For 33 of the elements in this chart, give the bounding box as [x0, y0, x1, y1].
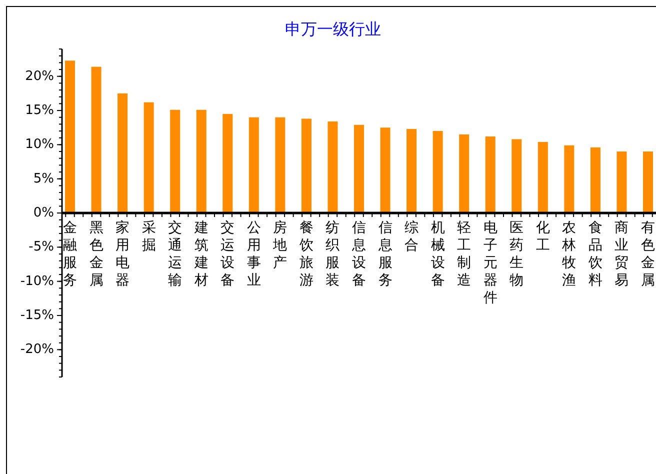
- x-tick-label: 信息设备: [351, 220, 366, 288]
- x-tick-label: 商业贸易: [614, 220, 629, 288]
- x-tick-label: 家用电器: [116, 220, 130, 288]
- y-tick-label: -10%: [20, 274, 54, 289]
- x-tick-label: 交通运输: [168, 220, 182, 288]
- x-tick-label: 轻工制造: [457, 220, 472, 288]
- x-tick-label: 采掘: [142, 220, 156, 254]
- y-tick-label: 0%: [33, 206, 54, 220]
- x-tick-label: 公用事业: [246, 220, 261, 288]
- x-tick-label: 房地产: [272, 220, 288, 271]
- x-tick-label: 黑色金属: [89, 220, 104, 288]
- x-tick-label: 金融服务: [63, 220, 77, 288]
- x-tick-label: 农林牧渔: [561, 220, 576, 288]
- x-tick-label: 食品饮料: [587, 220, 602, 288]
- y-tick-label: -20%: [20, 342, 54, 358]
- x-tick-label: 有色金属: [641, 220, 655, 288]
- x-tick-label: 医药生物: [510, 220, 524, 288]
- x-tick-label: 餐饮旅游: [298, 220, 314, 288]
- x-tick-label: 交运设备: [220, 220, 235, 288]
- x-tick-label: 信息服务: [377, 220, 392, 288]
- x-tick-label: 纺织服装: [326, 220, 340, 288]
- x-tick-label: 电子元器件: [483, 220, 498, 306]
- y-tick-label: 20%: [25, 68, 54, 84]
- y-tick-label: 15%: [25, 103, 54, 118]
- x-tick-label: 化工: [536, 220, 550, 254]
- x-tick-label: 建筑建材: [193, 220, 208, 288]
- y-tick-label: 5%: [33, 171, 54, 186]
- chart-title: 申万一级行业: [285, 20, 381, 38]
- y-tick-label: 10%: [25, 137, 54, 152]
- y-tick-label: -15%: [20, 308, 54, 323]
- x-tick-label: 机械设备: [430, 220, 445, 288]
- x-tick-label: 综合: [404, 220, 419, 254]
- y-tick-label: -5%: [28, 240, 54, 255]
